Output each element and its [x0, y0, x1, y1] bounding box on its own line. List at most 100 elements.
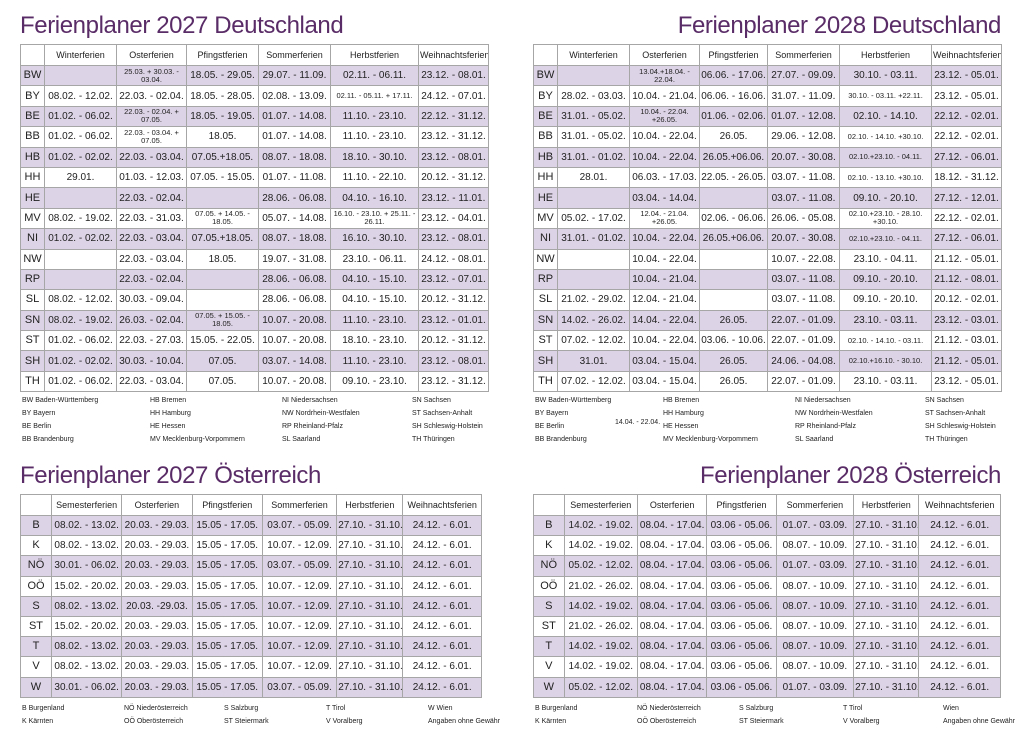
legend-entry: BY Bayern: [535, 410, 569, 418]
date-cell: 15.05 - 17.05.: [191, 535, 263, 557]
date-cell: 04.10. - 15.10.: [330, 268, 419, 291]
table-header-row: Winterferien Osterferien Pfingstferien Somm…: [533, 44, 1002, 66]
column-header: Sommerferien: [767, 44, 840, 66]
date-cell: 08.04. - 17.04.: [636, 615, 708, 638]
date-cell: [186, 187, 259, 209]
date-cell: 07.05.: [186, 370, 259, 393]
legend-entry: HE Hessen: [663, 423, 699, 431]
table-row: HH 28.01. 06.03. - 17.03. 22.05. - 26.05. 03…: [533, 166, 1002, 189]
date-cell: [44, 187, 117, 209]
date-cell: 29.06. - 12.08.: [767, 126, 840, 148]
date-cell: 22.03. - 31.03.: [116, 207, 187, 230]
date-cell: 24.12. - 6.01.: [402, 555, 482, 577]
date-cell: 30.01. - 06.02.: [50, 676, 123, 698]
state-legend: B Burgenland NÖ Niederösterreich S Salzbur…: [20, 703, 500, 729]
date-cell: 30.10. - 03.11. +22.11.: [839, 85, 932, 107]
date-cell: 01.02. - 02.02.: [44, 146, 117, 168]
date-cell: 07.05.: [186, 350, 259, 372]
legend-entry: NI Niedersachsen: [282, 397, 338, 405]
date-cell: 22.07. - 01.09.: [767, 309, 840, 332]
date-cell: 10.04. - 22.04.: [629, 146, 700, 168]
date-cell: 01.02. - 06.02.: [44, 105, 117, 128]
column-header: Semesterferien: [50, 494, 123, 516]
date-cell: 25.03. + 30.03. - 03.04.: [116, 64, 187, 87]
table-row: SH 01.02. - 02.02. 30.03. - 10.04. 07.05. 03…: [20, 350, 489, 372]
date-cell: 18.10. - 30.10.: [330, 146, 419, 168]
date-cell: 08.07. - 18.08.: [258, 146, 331, 168]
date-cell: 26.03. - 02.04.: [116, 309, 187, 332]
legend-entry: BB Brandenburg: [535, 436, 587, 444]
date-cell: 18.05. - 29.05.: [186, 64, 259, 87]
date-cell: 24.12. - 6.01.: [918, 555, 1001, 577]
date-cell: 23.12. - 04.01.: [418, 207, 489, 230]
legend-entry: Angaben ohne Gewähr: [428, 717, 500, 725]
date-cell: 23.12. - 07.01.: [418, 268, 489, 291]
date-cell: 03.04. - 15.04.: [629, 370, 700, 393]
date-cell: 24.12. - 6.01.: [402, 636, 482, 658]
date-cell: 22.03. - 03.04. + 07.05.: [116, 126, 187, 148]
table-row: K 08.02. - 13.02. 20.03. - 29.03. 15.05 - 1…: [20, 535, 482, 557]
column-header: [20, 44, 45, 66]
table-row: RP 10.04. - 21.04. 03.07. - 11.08. 09.10. -…: [533, 268, 1002, 291]
region-code-cell: BW: [20, 64, 45, 87]
date-cell: 02.10.+23.10. - 28.10. +30.10.: [839, 207, 932, 230]
region-code-cell: HE: [533, 187, 558, 209]
table-row: RP 22.03. - 02.04. 28.06. - 06.08. 04.10. -…: [20, 268, 489, 291]
date-cell: 18.05. - 28.05.: [186, 85, 259, 107]
legend-entry: OÖ Oberösterreich: [637, 717, 697, 725]
date-cell: 08.04. - 17.04.: [636, 535, 708, 557]
region-code-cell: W: [20, 676, 52, 698]
planner-austria-2027: Ferienplaner 2027 Österreich Semesterfer…: [20, 458, 500, 729]
date-cell: 24.12. - 6.01.: [918, 595, 1001, 617]
date-cell: 27.10. - 31.10.: [853, 676, 920, 698]
date-cell: 03.04. - 14.04.: [629, 187, 700, 209]
date-cell: 26.05.: [699, 126, 768, 148]
date-cell: 11.10. - 23.10.: [330, 126, 419, 148]
date-cell: 07.05.+18.05.: [186, 146, 259, 168]
date-cell: 24.12. - 6.01.: [918, 615, 1001, 638]
legend-entry: HE Hessen: [150, 423, 186, 431]
date-cell: 20.07. - 30.08.: [767, 228, 840, 250]
date-cell: 18.05.: [186, 248, 259, 270]
date-cell: 31.01.: [557, 350, 630, 372]
region-code-cell: B: [20, 514, 52, 537]
legend-entry: SN Sachsen: [412, 397, 451, 405]
date-cell: [44, 248, 117, 270]
legend-entry: HB Bremen: [663, 397, 700, 405]
region-code-cell: B: [533, 514, 565, 537]
date-cell: 20.03. - 29.03.: [121, 656, 193, 678]
date-cell: 22.03. - 27.03.: [116, 330, 187, 352]
date-cell: 07.02. - 12.02.: [557, 370, 630, 393]
date-cell: 15.05 - 17.05.: [191, 514, 263, 537]
date-cell: 20.12. - 31.12.: [418, 289, 489, 311]
date-cell: 12.04. - 21.04. +26.05.: [629, 207, 700, 230]
region-code-cell: K: [533, 535, 565, 557]
date-cell: 29.07. - 11.09.: [258, 64, 331, 87]
date-cell: 03.07. - 11.08.: [767, 268, 840, 291]
date-cell: 01.07. - 11.08.: [258, 166, 331, 189]
region-code-cell: HB: [20, 146, 45, 168]
state-legend: 14.04. - 22.04. BW Baden-Württemberg HB B…: [533, 395, 1001, 447]
date-cell: 08.04. - 17.04.: [636, 555, 708, 577]
date-cell: [557, 248, 630, 270]
date-cell: 22.05. - 26.05.: [699, 166, 768, 189]
date-cell: 20.03. - 29.03.: [121, 615, 193, 638]
table-row: SN 14.02. - 26.02. 14.04. - 22.04. 26.05. 22…: [533, 309, 1002, 332]
date-cell: 21.12. - 03.01.: [931, 330, 1002, 352]
column-header: Sommerferien: [258, 44, 331, 66]
date-cell: 07.05. - 15.05.: [186, 166, 259, 189]
date-cell: 01.02. - 02.02.: [44, 228, 117, 250]
date-cell: 23.12. - 08.01.: [418, 350, 489, 372]
date-cell: 26.05.+06.06.: [699, 228, 768, 250]
region-code-cell: BB: [20, 126, 45, 148]
date-cell: 27.10. - 31.10.: [336, 514, 404, 537]
table-row: HB 01.02. - 02.02. 22.03. - 03.04. 07.05.+1…: [20, 146, 489, 168]
date-cell: 22.03. - 02.04.: [116, 85, 187, 107]
region-code-cell: NI: [533, 228, 558, 250]
date-cell: 13.04.+18.04. - 22.04.: [629, 64, 700, 87]
date-cell: 21.12. - 05.01.: [931, 350, 1002, 372]
region-code-cell: HH: [20, 166, 45, 189]
legend-entry: MV Mecklenburg-Vorpommern: [150, 436, 245, 444]
date-cell: 26.05.+06.06.: [699, 146, 768, 168]
date-cell: 03.06 - 05.06.: [706, 656, 777, 678]
